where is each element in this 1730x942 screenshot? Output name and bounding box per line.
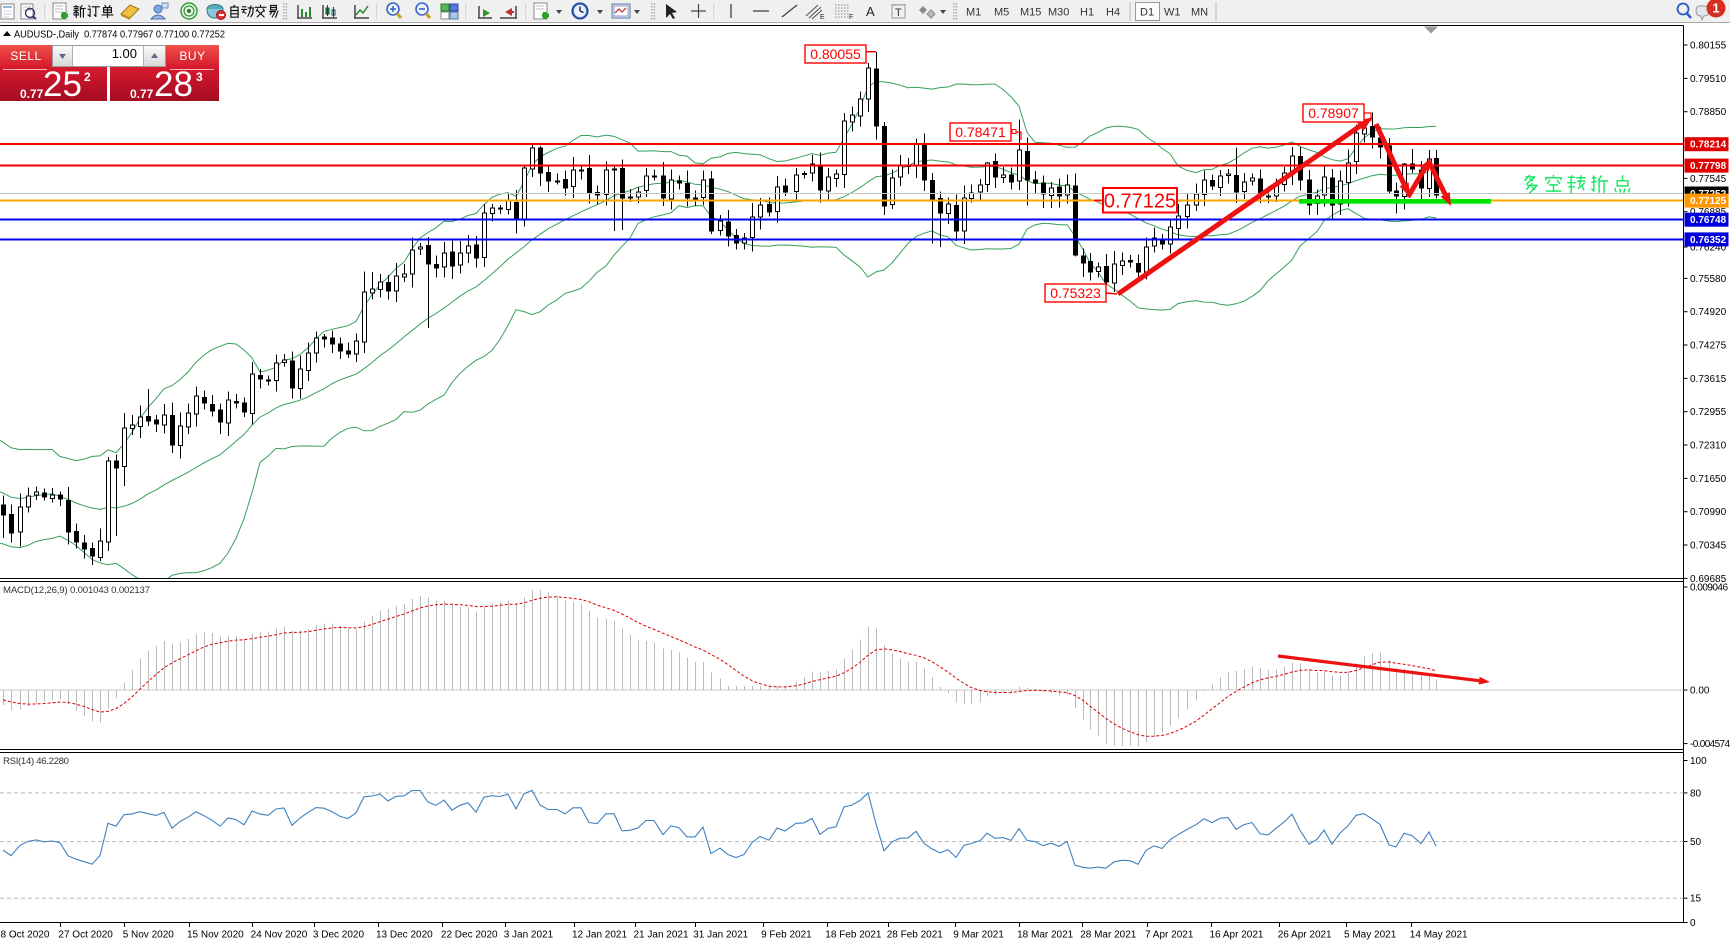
svg-text:0.77125: 0.77125 [1104, 190, 1176, 212]
svg-text:0.78907: 0.78907 [1308, 105, 1359, 121]
svg-text:0.78471: 0.78471 [955, 124, 1006, 140]
svg-text:-0.004574: -0.004574 [1690, 739, 1730, 750]
svg-text:26 Apr 2021: 26 Apr 2021 [1278, 930, 1332, 941]
svg-text:1: 1 [1712, 1, 1719, 16]
svg-text:0.76352: 0.76352 [1690, 235, 1727, 246]
svg-text:16 Apr 2021: 16 Apr 2021 [1210, 930, 1264, 941]
svg-text:0.75580: 0.75580 [1690, 274, 1727, 285]
svg-text:0.78214: 0.78214 [1690, 140, 1727, 151]
svg-text:18 Mar 2021: 18 Mar 2021 [1017, 930, 1074, 941]
svg-text:0.80155: 0.80155 [1690, 41, 1727, 52]
svg-text:M1: M1 [966, 7, 981, 19]
svg-text:0.76240: 0.76240 [1690, 243, 1727, 254]
svg-text:7 Apr 2021: 7 Apr 2021 [1145, 930, 1194, 941]
svg-text:14 May 2021: 14 May 2021 [1410, 930, 1468, 941]
svg-text:D1: D1 [1140, 7, 1154, 19]
svg-text:RSI(14) 46.2280: RSI(14) 46.2280 [3, 756, 69, 767]
svg-text:0.76748: 0.76748 [1690, 215, 1727, 226]
svg-text:0.72955: 0.72955 [1690, 407, 1727, 418]
svg-text:0.74920: 0.74920 [1690, 307, 1727, 318]
svg-text:T: T [895, 7, 902, 19]
svg-text:0.73615: 0.73615 [1690, 374, 1727, 385]
svg-text:5 May 2021: 5 May 2021 [1344, 930, 1397, 941]
svg-text:M30: M30 [1048, 7, 1069, 19]
svg-text:A: A [866, 4, 875, 19]
svg-text:12 Jan 2021: 12 Jan 2021 [572, 930, 627, 941]
svg-text:0.69685: 0.69685 [1690, 574, 1727, 585]
svg-text:MN: MN [1191, 7, 1208, 19]
svg-text:28 Mar 2021: 28 Mar 2021 [1080, 930, 1137, 941]
svg-text:8 Oct 2020: 8 Oct 2020 [1, 930, 50, 941]
svg-text:100: 100 [1690, 756, 1707, 767]
svg-text:0.74275: 0.74275 [1690, 341, 1727, 352]
svg-text:0.77798: 0.77798 [1690, 161, 1727, 172]
svg-text:0.77545: 0.77545 [1690, 174, 1727, 185]
svg-text:0.72310: 0.72310 [1690, 441, 1727, 452]
svg-text:18 Feb 2021: 18 Feb 2021 [825, 930, 882, 941]
svg-text:M5: M5 [994, 7, 1009, 19]
svg-text:0.00: 0.00 [1690, 686, 1710, 697]
svg-text:21 Jan 2021: 21 Jan 2021 [634, 930, 689, 941]
svg-text:0.78850: 0.78850 [1690, 107, 1727, 118]
svg-text:31 Jan 2021: 31 Jan 2021 [693, 930, 748, 941]
svg-text:5 Nov 2020: 5 Nov 2020 [123, 930, 175, 941]
svg-text:0.80055: 0.80055 [810, 46, 861, 62]
svg-text:80: 80 [1690, 788, 1702, 799]
svg-text:15: 15 [1690, 894, 1702, 905]
svg-text:0.71650: 0.71650 [1690, 474, 1727, 485]
svg-text:MACD(12,26,9) 0.001043 0.00213: MACD(12,26,9) 0.001043 0.002137 [3, 585, 150, 596]
svg-text:E: E [820, 14, 825, 21]
svg-text:24 Nov 2020: 24 Nov 2020 [251, 930, 308, 941]
svg-text:15 Nov 2020: 15 Nov 2020 [187, 930, 244, 941]
svg-text:AUDUSD-,Daily 0.77874 0.77967: AUDUSD-,Daily 0.77874 0.77967 0.77100 0.… [14, 29, 225, 41]
svg-text:H4: H4 [1106, 7, 1120, 19]
svg-text:0.70990: 0.70990 [1690, 507, 1727, 518]
svg-text:3 Dec 2020: 3 Dec 2020 [313, 930, 365, 941]
svg-text:0: 0 [1690, 918, 1696, 929]
svg-text:0.77125: 0.77125 [1690, 196, 1727, 207]
svg-text:50: 50 [1690, 837, 1702, 848]
svg-text:M15: M15 [1020, 7, 1041, 19]
svg-text:22 Dec 2020: 22 Dec 2020 [441, 930, 498, 941]
svg-text:0.009046: 0.009046 [1690, 583, 1728, 594]
svg-text:9 Mar 2021: 9 Mar 2021 [953, 930, 1004, 941]
svg-text:9 Feb 2021: 9 Feb 2021 [761, 930, 812, 941]
svg-text:H1: H1 [1080, 7, 1094, 19]
svg-text:3 Jan 2021: 3 Jan 2021 [504, 930, 554, 941]
svg-text:0.75323: 0.75323 [1050, 285, 1101, 301]
svg-text:27 Oct 2020: 27 Oct 2020 [58, 930, 113, 941]
svg-text:0.70345: 0.70345 [1690, 541, 1727, 552]
svg-text:28 Feb 2021: 28 Feb 2021 [887, 930, 944, 941]
svg-text:F: F [849, 14, 853, 21]
svg-text:13 Dec 2020: 13 Dec 2020 [376, 930, 433, 941]
svg-text:W1: W1 [1164, 7, 1181, 19]
svg-text:0.79510: 0.79510 [1690, 74, 1727, 85]
